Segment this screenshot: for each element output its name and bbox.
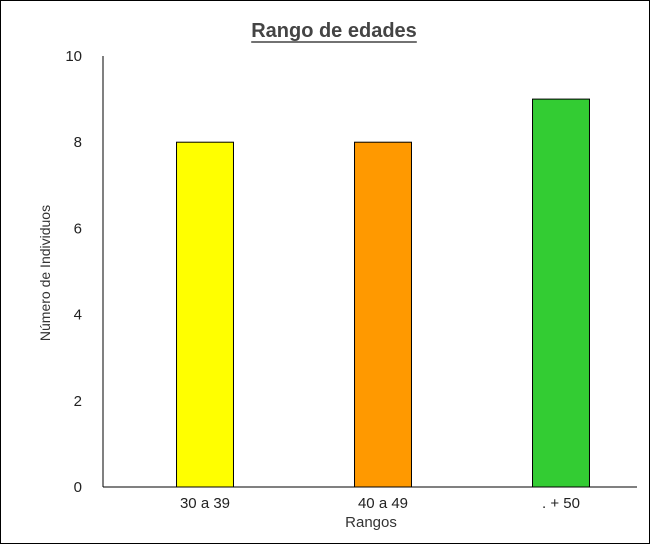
x-axis-label: Rangos [345,514,397,531]
y-tick-label: 6 [74,220,82,237]
bar [176,141,234,488]
y-axis-label: Número de Individuos [37,205,53,341]
x-tick-label: 30 a 39 [180,495,230,512]
x-tick-label: 40 a 49 [358,495,408,512]
y-axis-ticks: 0 2 4 6 8 10 [65,48,82,496]
bar [532,98,590,488]
y-tick-label: 10 [65,48,82,65]
chart-title: Rango de edades [251,20,417,42]
x-tick-label: . + 50 [542,495,580,512]
bar [354,141,412,488]
x-axis-ticks: 30 a 39 40 a 49 . + 50 [180,495,580,512]
y-tick-label: 8 [74,134,82,151]
y-tick-label: 4 [74,307,82,324]
y-tick-label: 2 [74,393,82,410]
bars [176,98,590,488]
y-tick-label: 0 [74,479,82,496]
